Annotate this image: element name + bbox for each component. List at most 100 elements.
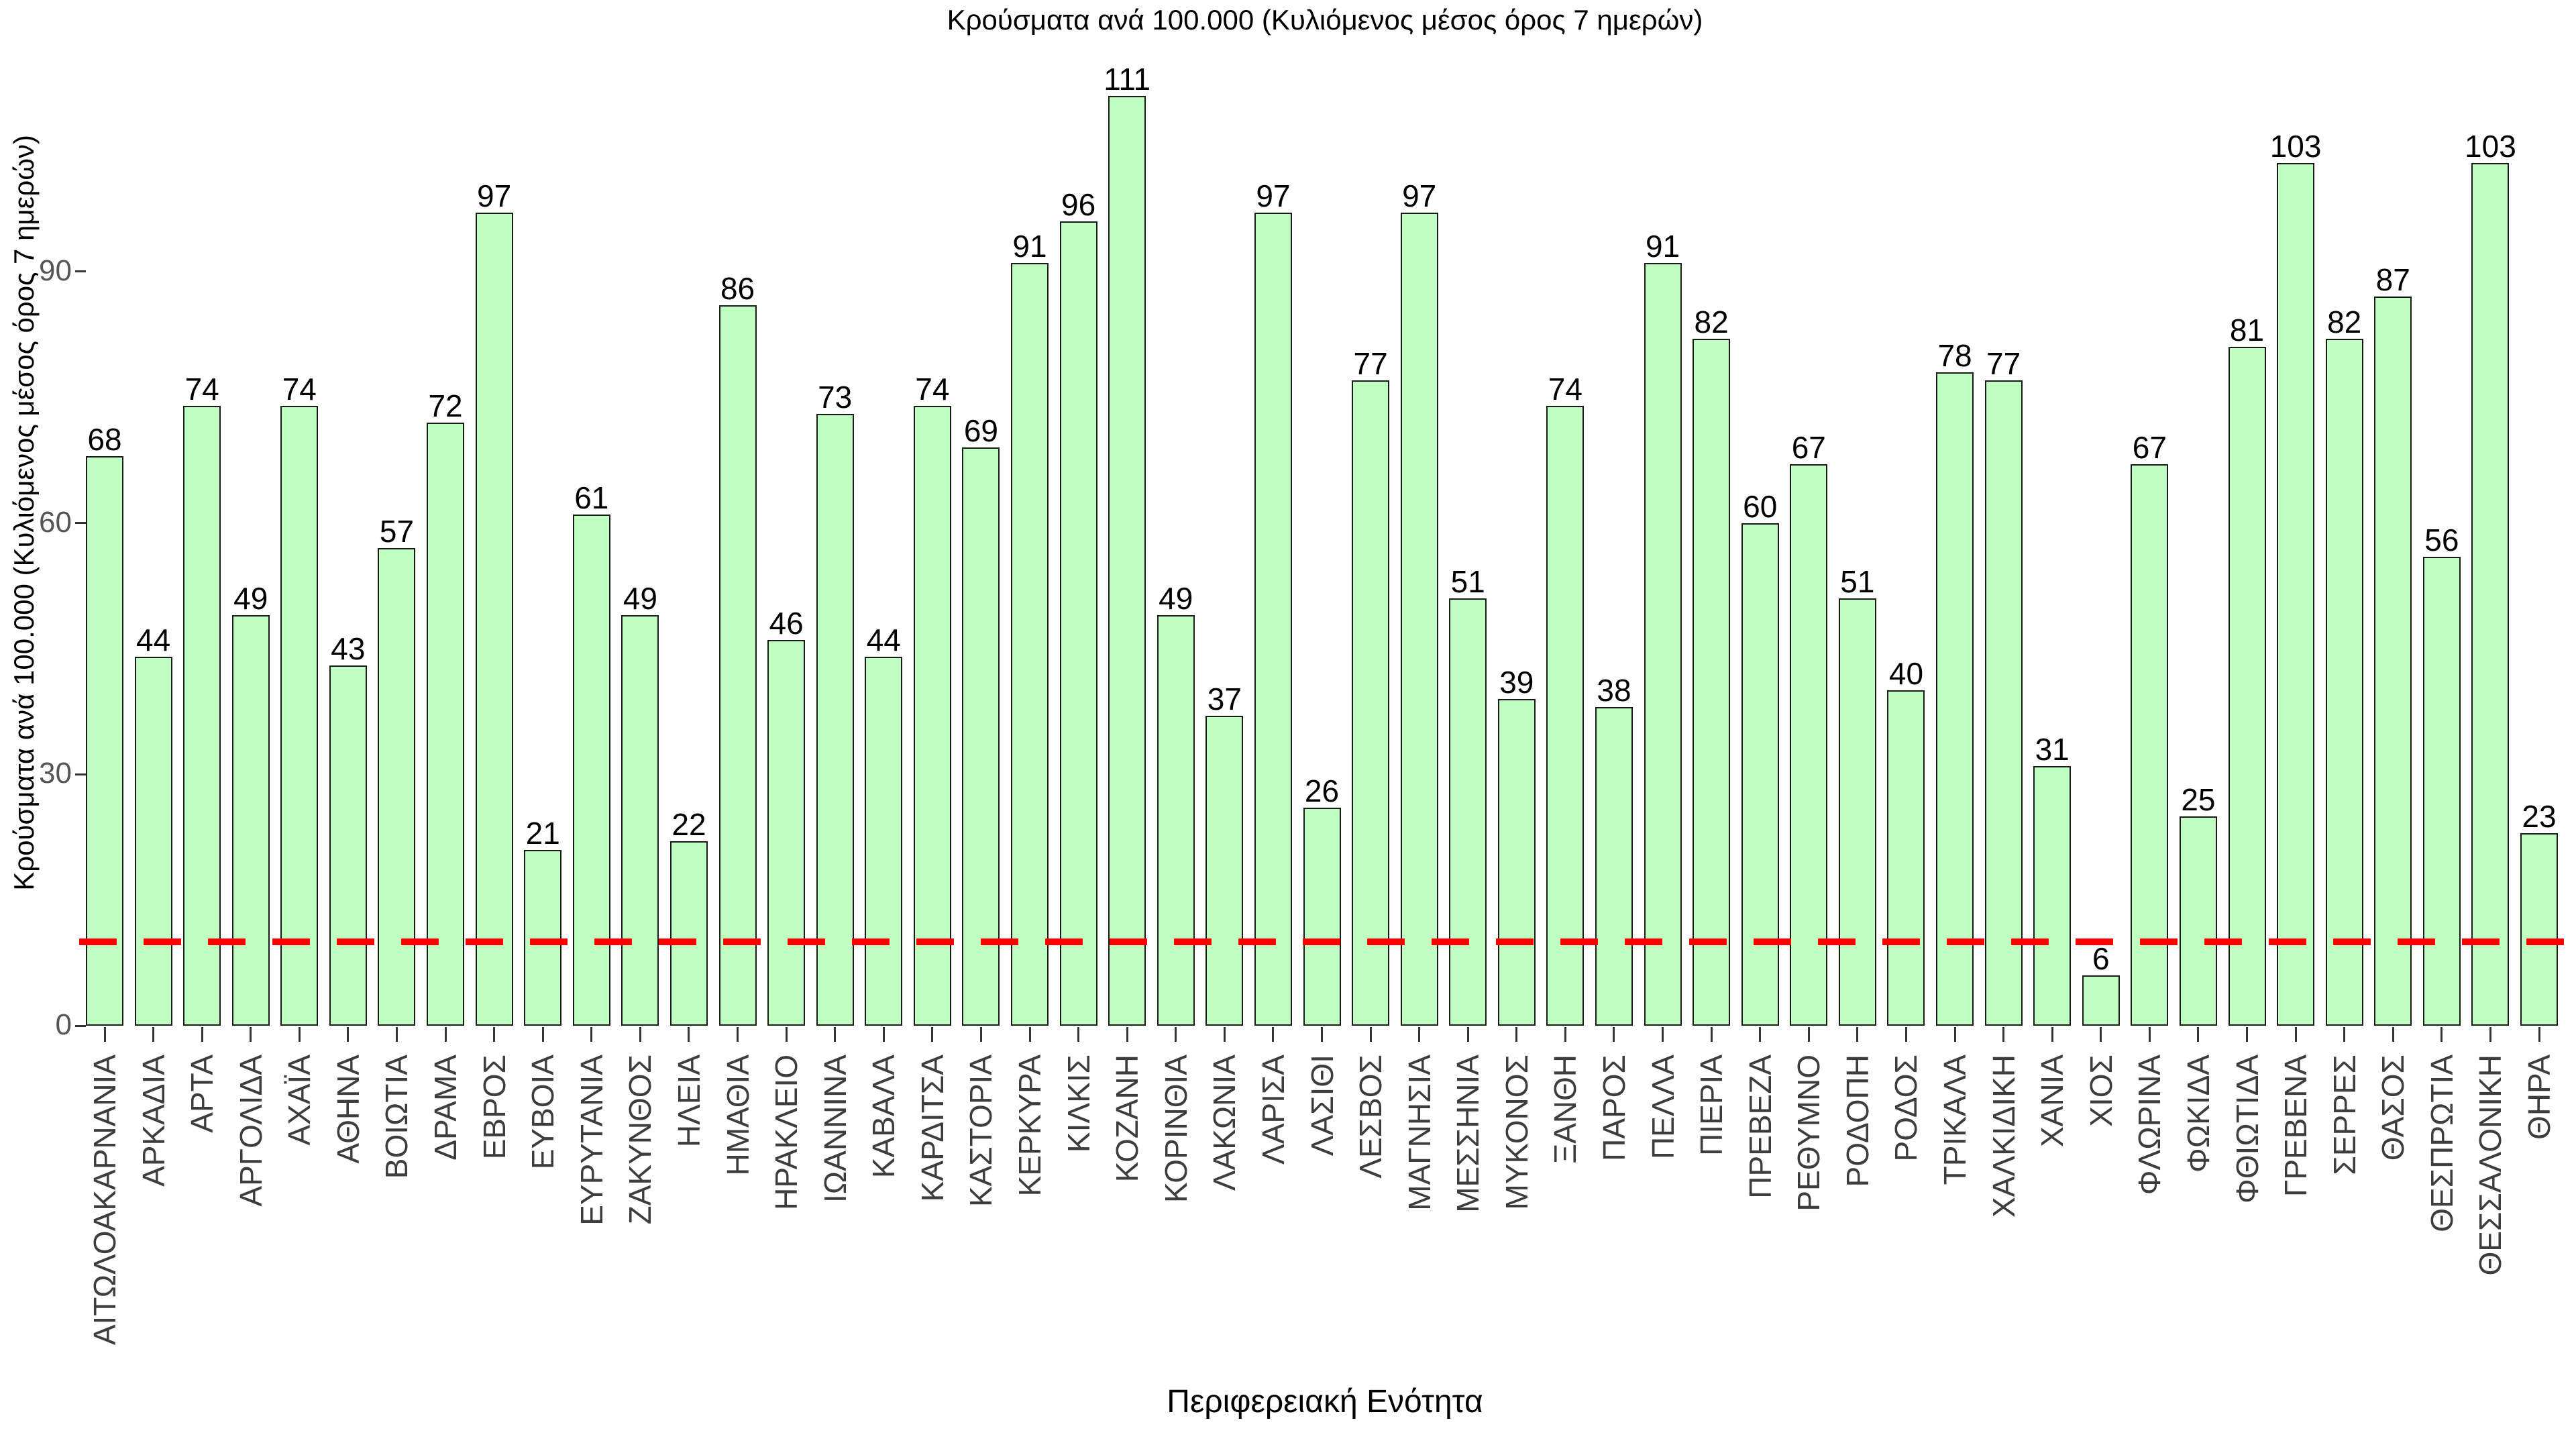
bar [2277, 162, 2315, 1026]
x-tick-mark [1418, 1027, 1421, 1042]
x-tick-mark [1272, 1027, 1275, 1042]
x-tick-mark [737, 1027, 739, 1042]
bar [475, 213, 513, 1026]
x-axis-label: Περιφερειακή Ενότητα [1167, 1384, 1483, 1419]
bar [183, 405, 221, 1026]
x-tick-label: ΚΟΡΙΝΘΙΑ [1158, 1055, 1193, 1203]
bar-value-label: 97 [1256, 178, 1291, 214]
x-tick-label: ΚΟΖΑΝΗ [1110, 1055, 1145, 1183]
x-tick-label: ΑΘΗΝΑ [330, 1055, 366, 1164]
x-tick-label: ΕΥΒΟΙΑ [525, 1055, 561, 1170]
x-tick-mark [1515, 1027, 1518, 1042]
y-tick-label: 60 [39, 505, 72, 539]
bar-value-label: 40 [1888, 656, 1924, 692]
x-tick-label: ΚΑΡΔΙΤΣΑ [914, 1055, 950, 1202]
bar [865, 657, 903, 1026]
x-tick-label: ΙΩΑΝΝΙΝΑ [817, 1055, 853, 1203]
x-tick-mark [250, 1027, 252, 1042]
x-tick-mark [1613, 1027, 1615, 1042]
x-tick-mark [152, 1027, 155, 1042]
x-tick-mark [2002, 1027, 2005, 1042]
x-tick-label: ΤΡΙΚΑΛΑ [1937, 1055, 1973, 1185]
x-tick-label: ΠΕΛΛΑ [1645, 1055, 1680, 1160]
bar [1254, 213, 1292, 1026]
bar [134, 657, 172, 1026]
bar-value-label: 60 [1743, 488, 1778, 524]
bar-value-label: 61 [574, 480, 609, 516]
bar [2471, 162, 2510, 1026]
bar [2228, 347, 2266, 1026]
bar-value-label: 51 [1450, 564, 1485, 599]
bar [1838, 598, 1876, 1026]
x-tick-mark [1369, 1027, 1372, 1042]
x-tick-label: ΛΑΣΙΘΙ [1304, 1055, 1340, 1157]
bar-value-label: 78 [1937, 337, 1972, 373]
x-tick-mark [1223, 1027, 1226, 1042]
x-tick-mark [2246, 1027, 2249, 1042]
bar-value-label: 81 [2229, 313, 2265, 348]
bar-value-label: 37 [1207, 681, 1242, 716]
x-tick-mark [541, 1027, 544, 1042]
x-tick-mark [2440, 1027, 2443, 1042]
bar-value-label: 77 [1353, 346, 1388, 382]
x-tick-mark [2051, 1027, 2053, 1042]
bar-value-label: 74 [282, 371, 317, 407]
bar-value-label: 86 [720, 270, 755, 306]
bar [329, 665, 367, 1026]
x-tick-mark [347, 1027, 350, 1042]
x-tick-mark [2489, 1027, 2491, 1042]
bar-value-label: 67 [2132, 430, 2167, 466]
bar-value-label: 38 [1597, 673, 1631, 708]
x-tick-label: ΧΑΛΚΙΔΙΚΗ [1986, 1055, 2021, 1218]
x-tick-mark [931, 1027, 934, 1042]
x-tick-mark [1710, 1027, 1713, 1042]
x-tick-mark [979, 1027, 982, 1042]
x-tick-label: ΗΡΑΚΛΕΙΟ [769, 1055, 804, 1210]
x-tick-label: ΦΘΙΩΤΙΔΑ [2229, 1055, 2265, 1203]
x-tick-mark [2148, 1027, 2151, 1042]
x-tick-label: ΒΟΙΩΤΙΑ [379, 1055, 415, 1179]
x-tick-mark [2100, 1027, 2102, 1042]
x-tick-label: ΜΑΓΝΗΣΙΑ [1401, 1055, 1437, 1211]
bar-value-label: 49 [623, 580, 657, 616]
x-tick-mark [639, 1027, 641, 1042]
x-tick-label: ΗΛΕΙΑ [671, 1055, 706, 1148]
x-tick-label: ΠΑΡΟΣ [1596, 1055, 1631, 1161]
bar [1984, 380, 2023, 1026]
bar [1011, 263, 1049, 1026]
bar [1936, 372, 1974, 1026]
bar [816, 414, 854, 1026]
bar [231, 614, 270, 1026]
x-tick-label: ΑΡΚΑΔΙΑ [136, 1055, 171, 1187]
bar-value-label: 25 [2181, 782, 2216, 817]
bar-value-label: 72 [428, 388, 463, 423]
bar-value-label: 51 [1840, 564, 1875, 599]
x-tick-mark [1466, 1027, 1469, 1042]
bar [1693, 338, 1731, 1026]
bar-value-label: 74 [1548, 371, 1582, 407]
x-tick-label: ΑΡΓΟΛΙΔΑ [233, 1055, 268, 1207]
bar-value-label: 97 [1402, 178, 1437, 214]
bar-value-label: 68 [87, 421, 122, 457]
reference-line [79, 938, 2572, 946]
x-tick-mark [590, 1027, 593, 1042]
bar [1790, 464, 1828, 1026]
bar [1595, 707, 1633, 1026]
y-tick-mark [75, 270, 86, 273]
x-tick-label: ΕΒΡΟΣ [476, 1055, 512, 1160]
bar-value-label: 97 [477, 178, 512, 214]
bar-value-label: 44 [866, 623, 901, 658]
x-tick-mark [493, 1027, 496, 1042]
x-tick-mark [1077, 1027, 1080, 1042]
bar-value-label: 21 [525, 815, 560, 851]
x-tick-label: ΚΙΛΚΙΣ [1061, 1055, 1096, 1153]
bar [2131, 464, 2169, 1026]
bar [2033, 765, 2072, 1026]
bar-value-label: 77 [1986, 346, 2021, 382]
x-tick-mark [688, 1027, 690, 1042]
x-tick-label: ΚΑΣΤΟΡΙΑ [963, 1055, 999, 1207]
x-tick-label: ΓΡΕΒΕΝΑ [2278, 1055, 2314, 1197]
bar-value-label: 26 [1304, 773, 1340, 809]
x-tick-mark [1807, 1027, 1810, 1042]
